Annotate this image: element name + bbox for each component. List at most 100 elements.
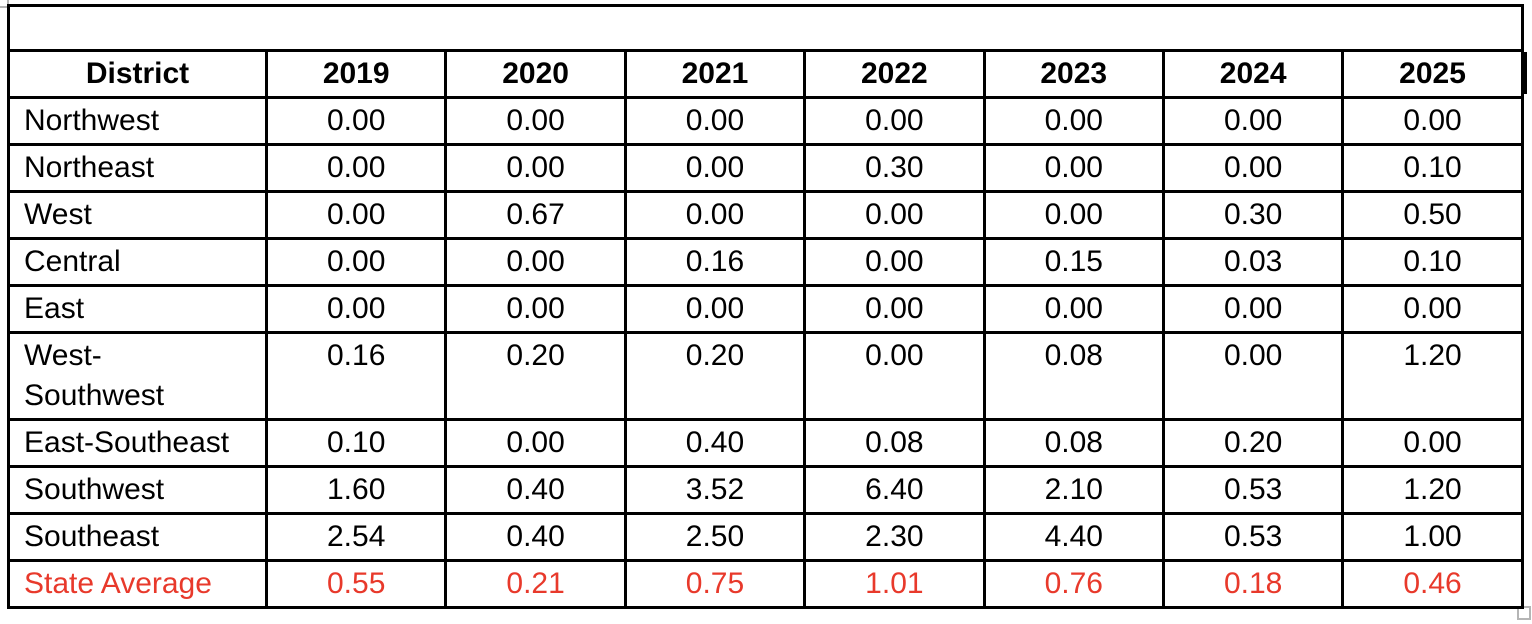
value-cell: 0.00 — [982, 190, 1165, 240]
value-cell: 1.20 — [1341, 465, 1524, 515]
value-cell: 0.53 — [1161, 512, 1345, 562]
value-cell: 3.52 — [623, 465, 807, 515]
value-cell: 0.00 — [982, 96, 1165, 146]
value-cell: 0.00 — [623, 190, 807, 240]
value-cell: 0.00 — [803, 284, 986, 334]
table-row: Northwest 0.00 0.00 0.00 0.00 0.00 0.00 0.00 — [7, 96, 1524, 146]
value-cell: 0.00 — [623, 96, 807, 146]
value-cell: 0.00 — [444, 143, 627, 193]
district-cell: West — [7, 190, 268, 240]
table-row: West- Southwest 0.16 0.20 0.20 0.00 0.08 0.00 1… — [7, 331, 1524, 421]
district-cell: State Average — [7, 559, 268, 609]
value-cell: 0.00 — [444, 237, 627, 287]
value-cell: 0.00 — [803, 96, 986, 146]
value-cell: 0.00 — [264, 96, 448, 146]
district-cell: Southeast — [7, 512, 268, 562]
value-cell: 0.08 — [982, 418, 1165, 468]
column-header-year: 2019 — [264, 49, 448, 99]
table-row: Southwest 1.60 0.40 3.52 6.40 2.10 0.53 1.20 — [7, 465, 1524, 515]
table-row: Northeast 0.00 0.00 0.00 0.30 0.00 0.00 0.10 — [7, 143, 1524, 193]
value-cell: 2.10 — [982, 465, 1165, 515]
table-header-row: District 2019 2020 2021 2022 2023 2024 2025 — [7, 49, 1524, 99]
value-cell: 0.00 — [1161, 143, 1345, 193]
value-cell: 1.20 — [1341, 331, 1524, 421]
value-cell: 0.75 — [623, 559, 807, 609]
value-cell: 0.40 — [444, 465, 627, 515]
table-row: East-Southeast 0.10 0.00 0.40 0.08 0.08 0.20 0.… — [7, 418, 1524, 468]
value-cell: 0.00 — [1341, 96, 1524, 146]
value-cell: 0.00 — [1341, 284, 1524, 334]
value-cell: 0.10 — [1341, 143, 1524, 193]
value-cell: 2.50 — [623, 512, 807, 562]
value-cell: 0.30 — [1161, 190, 1345, 240]
value-cell: 0.00 — [264, 190, 448, 240]
value-cell: 0.00 — [264, 237, 448, 287]
value-cell: 0.16 — [623, 237, 807, 287]
value-cell: 0.00 — [264, 143, 448, 193]
table-row: Southeast 2.54 0.40 2.50 2.30 4.40 0.53 1.00 — [7, 512, 1524, 562]
value-cell: 0.00 — [1161, 96, 1345, 146]
value-cell: 6.40 — [803, 465, 986, 515]
value-cell: 0.00 — [803, 190, 986, 240]
value-cell: 0.20 — [1161, 418, 1345, 468]
district-cell: East-Southeast — [7, 418, 268, 468]
table-row: State Average 0.55 0.21 0.75 1.01 0.76 0.18 0.4… — [7, 559, 1524, 609]
value-cell: 0.00 — [444, 284, 627, 334]
column-header-district: District — [7, 49, 268, 99]
value-cell: 0.21 — [444, 559, 627, 609]
district-cell: East — [7, 284, 268, 334]
column-header-year: 2020 — [444, 49, 627, 99]
value-cell: 0.16 — [264, 331, 448, 421]
table-row — [7, 4, 1524, 52]
value-cell: 0.20 — [444, 331, 627, 421]
column-header-year: 2024 — [1161, 49, 1345, 99]
value-cell: 0.00 — [1161, 331, 1345, 421]
column-header-year: 2023 — [982, 49, 1165, 99]
selection-handle-bottom-right[interactable] — [1517, 606, 1531, 620]
value-cell: 0.53 — [1161, 465, 1345, 515]
district-cell: Central — [7, 237, 268, 287]
value-cell: 0.76 — [982, 559, 1165, 609]
column-header-year: 2021 — [623, 49, 807, 99]
column-header-year: 2022 — [803, 49, 986, 99]
value-cell: 0.00 — [444, 96, 627, 146]
table-row: West 0.00 0.67 0.00 0.00 0.00 0.30 0.50 — [7, 190, 1524, 240]
value-cell: 0.00 — [803, 331, 986, 421]
value-cell: 0.08 — [982, 331, 1165, 421]
value-cell: 0.15 — [982, 237, 1165, 287]
value-cell: 0.00 — [623, 284, 807, 334]
title-row-cell — [7, 4, 1524, 52]
value-cell: 0.10 — [264, 418, 448, 468]
value-cell: 2.54 — [264, 512, 448, 562]
value-cell: 0.00 — [264, 284, 448, 334]
district-cell: Northwest — [7, 96, 268, 146]
value-cell: 1.00 — [1341, 512, 1524, 562]
value-cell: 0.08 — [803, 418, 986, 468]
value-cell: 0.55 — [264, 559, 448, 609]
value-cell: 0.67 — [444, 190, 627, 240]
value-cell: 0.00 — [982, 284, 1165, 334]
value-cell: 0.00 — [444, 418, 627, 468]
right-edge-border-fragment — [1523, 52, 1527, 94]
value-cell: 0.00 — [623, 143, 807, 193]
value-cell: 0.18 — [1161, 559, 1345, 609]
value-cell: 0.30 — [803, 143, 986, 193]
value-cell: 0.40 — [623, 418, 807, 468]
value-cell: 4.40 — [982, 512, 1165, 562]
value-cell: 0.03 — [1161, 237, 1345, 287]
value-cell: 0.00 — [803, 237, 986, 287]
value-cell: 0.00 — [1341, 418, 1524, 468]
district-cell: West- Southwest — [7, 331, 268, 421]
district-yearly-table-wrap: District 2019 2020 2021 2022 2023 2024 2025 Nor… — [7, 4, 1524, 609]
value-cell: 0.40 — [444, 512, 627, 562]
value-cell: 0.00 — [1161, 284, 1345, 334]
district-cell: Northeast — [7, 143, 268, 193]
value-cell: 0.20 — [623, 331, 807, 421]
district-yearly-table: District 2019 2020 2021 2022 2023 2024 2025 Nor… — [7, 4, 1524, 609]
value-cell: 2.30 — [803, 512, 986, 562]
value-cell: 0.46 — [1341, 559, 1524, 609]
table-row: Central 0.00 0.00 0.16 0.00 0.15 0.03 0.10 — [7, 237, 1524, 287]
value-cell: 0.50 — [1341, 190, 1524, 240]
value-cell: 1.01 — [803, 559, 986, 609]
